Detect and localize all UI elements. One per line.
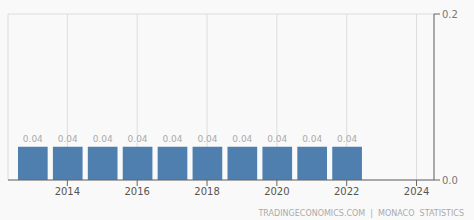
svg-text:2024: 2024 [404,186,429,197]
html-text:TRADINGECONOMICS.COM | MONACO: TRADINGECONOMICS.COM | MONACO STATISTICS [258,209,464,218]
svg-text:0.04: 0.04 [197,134,217,144]
svg-text:2020: 2020 [264,186,289,197]
svg-text:0.04: 0.04 [267,134,287,144]
svg-text:0.04: 0.04 [93,134,113,144]
svg-text:2014: 2014 [55,186,80,197]
svg-text:0.04: 0.04 [58,134,78,144]
svg-text:0.04: 0.04 [302,134,322,144]
svg-text:0.04: 0.04 [162,134,182,144]
svg-text:0.2: 0.2 [442,9,458,20]
svg-text:0.0: 0.0 [442,175,458,186]
svg-text:2018: 2018 [194,186,219,197]
svg-text:0.04: 0.04 [128,134,148,144]
svg-text:2016: 2016 [124,186,149,197]
svg-text:2022: 2022 [334,186,359,197]
svg-text:0.04: 0.04 [337,134,357,144]
svg-text:0.04: 0.04 [23,134,43,144]
svg-text:0.04: 0.04 [232,134,252,144]
